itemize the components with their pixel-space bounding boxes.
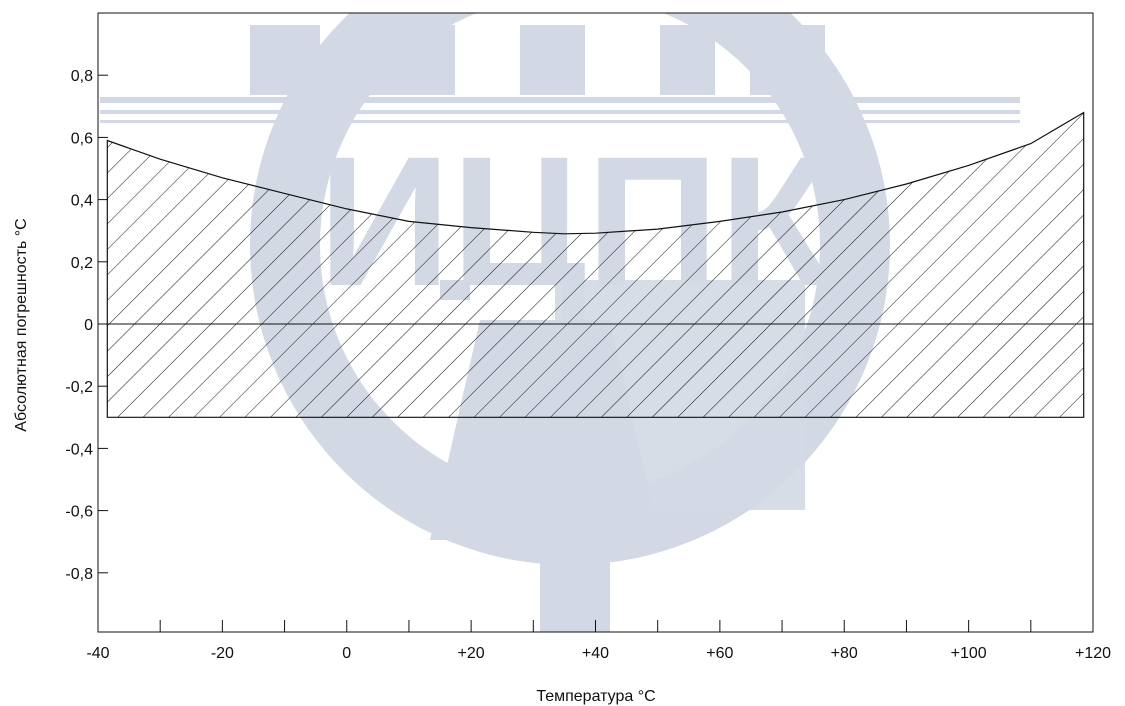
x-tick-label: +60 (706, 645, 733, 662)
x-tick-label: +20 (458, 645, 485, 662)
y-tick-label: 0,4 (71, 193, 93, 210)
y-tick-label: -0,6 (65, 504, 93, 521)
x-tick-label: +40 (582, 645, 609, 662)
x-tick-label: +80 (831, 645, 858, 662)
y-axis-title: Абсолютная погрешность °С (13, 218, 30, 431)
y-axis: 0,8 0,6 0,4 0,2 0 -0,2 -0,4 -0,6 -0,8 (65, 68, 108, 583)
x-tick-label: -20 (211, 645, 234, 662)
x-tick-label: +120 (1075, 645, 1111, 662)
y-tick-label: -0,8 (65, 566, 93, 583)
x-tick-label: +100 (951, 645, 987, 662)
y-tick-label: -0,2 (65, 379, 93, 396)
y-tick-label: 0,8 (71, 68, 93, 85)
y-tick-label: -0,4 (65, 441, 93, 458)
x-tick-label: -40 (86, 645, 109, 662)
x-axis: -40 -20 0 +20 +40 +60 +80 +100 +120 (86, 620, 1111, 662)
y-tick-label: 0 (84, 317, 93, 334)
y-tick-label: 0,2 (71, 255, 93, 272)
error-band-area (107, 112, 1084, 418)
x-axis-title: Температура °С (536, 688, 655, 705)
y-tick-label: 0,6 (71, 130, 93, 147)
x-tick-label: 0 (342, 645, 351, 662)
error-band-outline (106, 111, 1085, 418)
